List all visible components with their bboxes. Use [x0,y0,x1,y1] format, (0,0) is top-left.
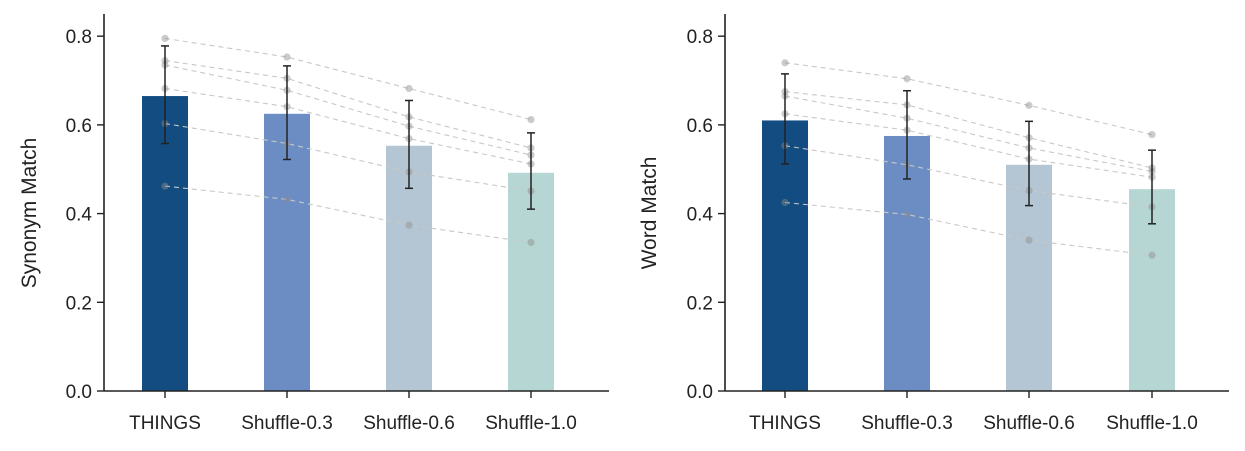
y-tick-label: 0.2 [687,293,713,314]
subject-point [781,198,789,207]
subject-line [784,91,1153,169]
x-tick-label: THINGS [129,413,201,434]
subject-point [1148,251,1156,259]
bar-things [762,120,808,392]
x-tick-label: Shuffle-1.0 [1106,413,1198,434]
subject-line [784,95,1153,172]
subject-point [527,238,535,247]
y-tick-label: 0.6 [687,116,713,137]
subject-line [164,64,532,156]
subject-line [164,123,532,192]
y-tick-label: 0.4 [687,205,714,226]
subject-point [1148,131,1156,139]
x-tick-label: Shuffle-0.6 [363,413,455,434]
x-tick-label: Shuffle-1.0 [485,413,577,434]
subject-point [903,210,911,219]
y-tick-label: 0.2 [66,293,92,314]
subject-point [903,75,911,83]
subject-point [781,59,789,67]
y-tick-label: 0.0 [687,382,713,403]
x-tick-label: Shuffle-0.3 [241,413,333,434]
word-match-panel: Word Match 0.0 0.2 0.4 0.6 0.8 THINGS Shuffle-… [638,14,1229,434]
subject-line [164,87,532,165]
x-tick-label: THINGS [749,413,821,434]
subject-line [164,60,532,149]
x-tick-label: Shuffle-0.3 [861,413,953,434]
subject-line [784,62,1153,136]
subject-line [784,145,1153,208]
subject-point [405,221,413,229]
y-tick-label: 0.8 [687,27,713,48]
subject-point [161,182,169,190]
subject-line [164,185,532,243]
y-tick-label: 0.8 [66,27,92,48]
subject-point [405,84,413,93]
subject-point [1025,236,1033,244]
synonym-match-panel: Synonym Match 0.0 0.2 0.4 0.6 0.8 THINGS Shuff… [18,14,609,434]
bar-things [142,96,188,391]
y-tick-label: 0.4 [66,205,93,226]
subject-point [283,53,291,61]
x-tick-label: Shuffle-0.6 [983,413,1075,434]
subject-point [161,34,169,42]
subject-point [527,115,535,124]
y-axis-label: Synonym Match [18,138,41,289]
y-tick-label: 0.6 [66,116,92,137]
y-axis-label: Word Match [638,157,661,270]
subject-line [784,201,1153,256]
subject-line [784,113,1153,178]
subject-point [283,195,291,203]
y-tick-label: 0.0 [66,382,92,403]
subject-line [164,37,532,121]
subject-point [1025,101,1033,109]
